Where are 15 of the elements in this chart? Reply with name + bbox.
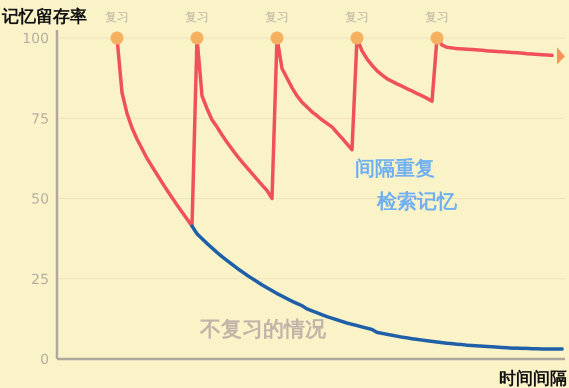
annotation: 检索记忆 (376, 189, 458, 213)
y-tick-label: 50 (31, 192, 49, 208)
text: 复习 (425, 10, 449, 24)
y-tick-label: 100 (22, 31, 49, 47)
x-axis-title: 时间间隔 (499, 369, 567, 388)
text: 复习 (265, 10, 289, 24)
text: 复习 (345, 10, 369, 24)
y-tick-label: 0 (40, 352, 49, 368)
y-tick-label: 25 (31, 272, 49, 288)
text: 复习 (105, 10, 129, 24)
annotation: 间隔重复 (355, 156, 435, 180)
text: 复习 (185, 10, 209, 24)
y-tick-label: 75 (31, 111, 49, 128)
y-axis-title: 记忆留存率 (1, 7, 87, 27)
annotation: 不复习的情况 (199, 317, 327, 341)
